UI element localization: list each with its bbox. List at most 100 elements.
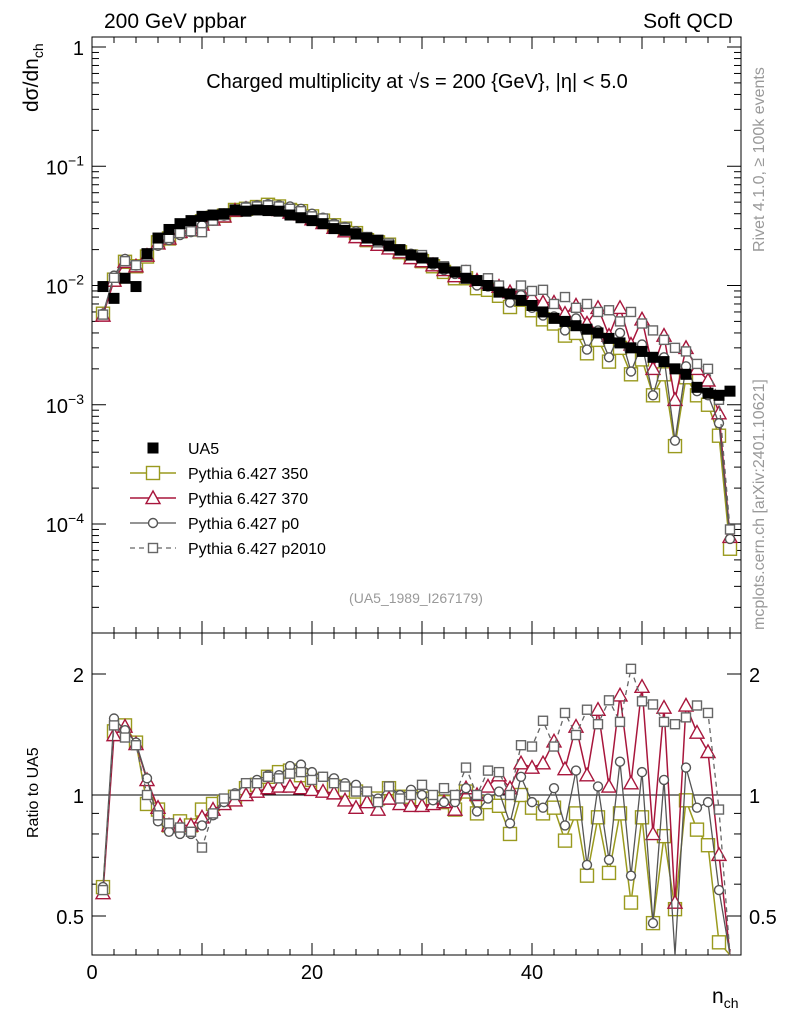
data-point-pythia-6-427-370 [655, 699, 673, 714]
data-point-pythia-6-427-p0 [680, 762, 692, 773]
data-point-pythia-6-427-p0 [614, 756, 626, 767]
data-point-ua5 [328, 223, 340, 235]
svg-text:nch: nch [712, 985, 738, 1011]
main-y-tick-label: 10−2 [46, 272, 84, 299]
data-point-pythia-6-427-p2010 [328, 777, 340, 789]
data-point-ua5 [240, 205, 252, 217]
data-point-ua5 [702, 387, 714, 399]
data-point-pythia-6-427-p2010 [163, 818, 175, 829]
data-point-ua5 [262, 205, 274, 217]
data-point-pythia-6-427-370 [699, 743, 717, 759]
data-point-pythia-6-427-p2010 [119, 255, 131, 267]
data-point-pythia-6-427-370 [358, 793, 376, 809]
data-point-ua5 [185, 215, 197, 227]
data-point-pythia-6-427-350 [711, 935, 727, 950]
data-point-ua5 [680, 368, 692, 380]
data-point-pythia-6-427-p2010 [97, 309, 109, 320]
data-point-ua5 [273, 205, 285, 217]
data-point-pythia-6-427-p2010 [570, 302, 582, 314]
data-point-ua5 [218, 208, 230, 220]
data-point-pythia-6-427-350 [612, 806, 628, 821]
data-point-ua5 [504, 288, 516, 300]
legend-item-ua5: UA5 [147, 441, 219, 458]
data-point-pythia-6-427-370 [347, 799, 365, 814]
data-point-pythia-6-427-p2010 [229, 789, 241, 801]
data-point-pythia-6-427-p2010 [625, 663, 637, 675]
data-point-ua5 [350, 228, 362, 240]
data-point-pythia-6-427-p2010 [405, 789, 417, 801]
data-point-ua5 [427, 257, 439, 269]
data-point-ua5 [383, 240, 395, 252]
analysis-tag: (UA5_1989_I267179) [349, 590, 483, 606]
data-point-ua5 [361, 232, 373, 244]
data-point-ua5 [438, 262, 450, 274]
data-point-pythia-6-427-p2010 [251, 777, 263, 789]
legend-label: UA5 [188, 441, 219, 458]
data-point-ua5 [482, 280, 494, 291]
data-point-ua5 [614, 337, 626, 349]
main-axis-ticks: 1 10−1 10−2 10−3 10−4 [46, 37, 741, 633]
data-point-ua5 [141, 248, 153, 260]
ratio-y-axis-label: Ratio to UA5 [25, 747, 42, 838]
data-point-ua5 [196, 210, 208, 222]
data-point-pythia-6-427-p2010 [273, 773, 285, 784]
data-point-pythia-6-427-p2010 [284, 768, 296, 779]
main-plot-title: Charged multiplicity at √s = 200 {GeV}, … [206, 71, 628, 93]
data-point-pythia-6-427-p0 [559, 820, 571, 831]
data-point-pythia-6-427-370 [292, 779, 310, 795]
data-point-ua5 [460, 272, 472, 284]
data-point-pythia-6-427-p2010 [449, 789, 461, 801]
data-point-pythia-6-427-p2010 [614, 716, 626, 728]
legend-marker [147, 517, 159, 529]
data-point-pythia-6-427-p2010 [471, 789, 483, 801]
data-point-ua5 [284, 209, 296, 221]
main-y-axis-label: dσ/dnch [20, 43, 46, 112]
data-point-pythia-6-427-370 [622, 774, 640, 790]
data-point-pythia-6-427-370 [699, 371, 717, 387]
data-point-pythia-6-427-p2010 [295, 766, 307, 778]
data-point-pythia-6-427-p2010 [680, 346, 692, 357]
legend-marker [144, 489, 162, 505]
data-point-pythia-6-427-p0 [603, 352, 615, 363]
data-point-pythia-6-427-p2010 [603, 695, 615, 706]
data-point-pythia-6-427-p0 [713, 884, 725, 896]
data-point-pythia-6-427-p2010 [669, 719, 681, 730]
data-point-pythia-6-427-p2010 [350, 786, 362, 797]
data-point-pythia-6-427-p2010 [669, 342, 681, 354]
data-point-pythia-6-427-p2010 [119, 732, 131, 743]
main-y-tick-label: 10−1 [46, 152, 84, 179]
main-y-tick-label: 10−4 [46, 510, 84, 537]
data-point-ua5 [229, 204, 241, 216]
data-point-pythia-6-427-350 [689, 822, 705, 837]
data-point-pythia-6-427-p2010 [130, 740, 142, 751]
data-point-pythia-6-427-p2010 [306, 774, 318, 786]
data-point-pythia-6-427-p2010 [108, 720, 120, 731]
data-point-ua5 [647, 351, 659, 363]
data-point-ua5 [603, 332, 615, 344]
data-point-pythia-6-427-350 [623, 895, 639, 910]
ratio-y-tick-label-right: 1 [749, 786, 760, 808]
data-point-ua5 [174, 218, 186, 230]
data-point-pythia-6-427-p0 [625, 870, 637, 881]
data-point-ua5 [97, 281, 109, 293]
data-point-pythia-6-427-p0 [724, 533, 736, 545]
data-point-pythia-6-427-350 [700, 838, 716, 853]
data-point-pythia-6-427-p0 [603, 854, 615, 865]
ratio-y-tick-label-right: 2 [749, 665, 760, 687]
data-point-ua5 [515, 294, 527, 306]
data-point-pythia-6-427-p2010 [185, 226, 197, 237]
data-point-pythia-6-427-p2010 [416, 779, 428, 791]
data-point-pythia-6-427-p2010 [240, 777, 252, 789]
data-point-ua5 [394, 244, 406, 256]
data-point-pythia-6-427-p0 [691, 802, 703, 813]
data-point-pythia-6-427-p2010 [592, 306, 604, 318]
data-point-ua5 [251, 204, 263, 216]
data-point-pythia-6-427-370 [270, 778, 288, 793]
x-tick-label: 40 [521, 962, 543, 984]
legend-item-pythia-6-427-p2010: Pythia 6.427 p2010 [130, 541, 326, 558]
data-point-ua5 [570, 320, 582, 332]
data-point-pythia-6-427-p2010 [108, 272, 120, 284]
data-point-pythia-6-427-350 [678, 793, 694, 808]
ratio-y-tick-label: 1 [73, 786, 84, 808]
